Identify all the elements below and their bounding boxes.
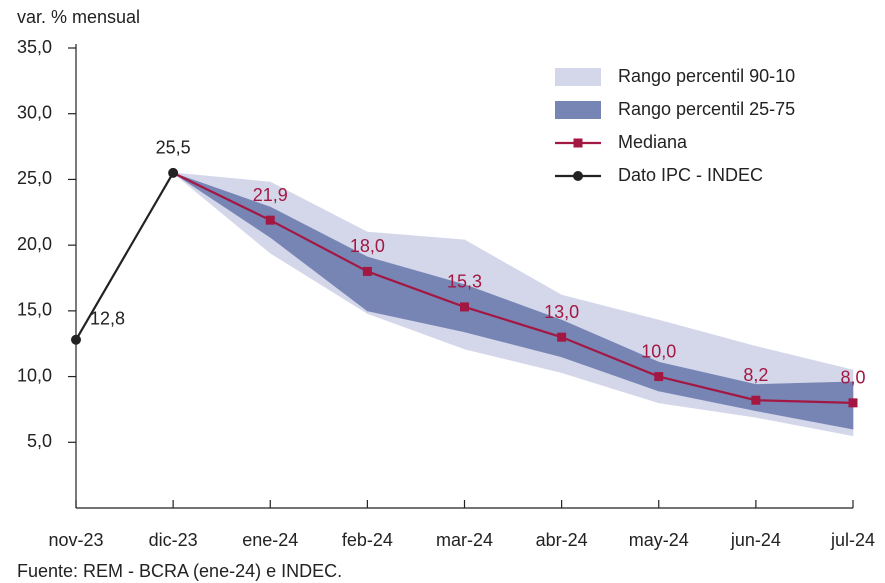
y-tick-label: 15,0 [17,300,52,320]
x-tick-label: nov-23 [48,530,103,550]
x-tick-label: jul-24 [830,530,875,550]
y-tick-label: 5,0 [27,431,52,451]
data-label: 8,0 [840,368,865,388]
legend-marker [573,138,583,148]
data-label: 25,5 [156,138,191,158]
y-tick-label: 25,0 [17,168,52,188]
point [460,302,469,312]
x-tick-label: ene-24 [242,530,298,550]
series-line [172,171,854,404]
point [654,372,664,382]
legend-marker [573,171,583,181]
legend-swatch [555,68,601,86]
series-line [75,172,175,341]
data-label: 12,8 [90,309,125,329]
x-tick-label: feb-24 [342,530,393,550]
data-label: 15,3 [447,272,482,292]
point [71,334,81,345]
point [848,398,858,408]
data-label: 18,0 [350,236,385,256]
data-label: 13,0 [544,302,579,322]
y-tick-label: 10,0 [17,365,52,385]
source-note: Fuente: REM - BCRA (ene-24) e INDEC. [17,561,342,581]
y-tick-label: 30,0 [17,102,52,122]
x-tick-label: may-24 [629,530,689,550]
data-label: 10,0 [641,341,676,361]
point [168,167,179,178]
x-tick-label: dic-23 [149,530,198,550]
y-tick-label: 35,0 [17,37,52,57]
data-label: 21,9 [253,185,288,205]
data-label: 8,2 [743,365,768,385]
point [751,395,761,405]
y-axis-title: var. % mensual [17,7,140,27]
y-tick-label: 20,0 [17,234,52,254]
legend-label: Rango percentil 25-75 [618,99,795,119]
point [265,215,275,225]
legend-swatch [555,101,601,119]
x-tick-label: jun-24 [730,530,781,550]
legend-label: Mediana [618,132,688,152]
x-tick-label: mar-24 [436,530,493,550]
point [362,266,372,276]
legend-label: Rango percentil 90-10 [618,66,795,86]
x-tick-label: abr-24 [536,530,588,550]
point [557,332,567,342]
legend-label: Dato IPC - INDEC [618,165,763,185]
